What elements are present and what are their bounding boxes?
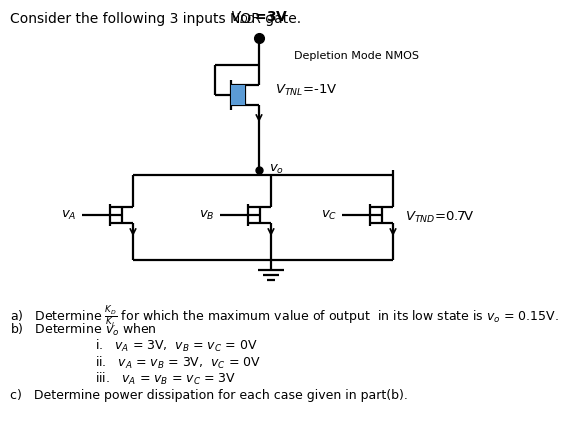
Text: a)   Determine $\frac{K_D}{K_L}$ for which the maximum value of output  in its l: a) Determine $\frac{K_D}{K_L}$ for which… xyxy=(10,304,559,329)
Text: $V_{TND}$=0.7V: $V_{TND}$=0.7V xyxy=(405,210,474,224)
Text: ii.   $v_A$ = $v_B$ = 3V,  $v_C$ = 0V: ii. $v_A$ = $v_B$ = 3V, $v_C$ = 0V xyxy=(95,355,261,371)
Text: $V_{TNL}$=-1V: $V_{TNL}$=-1V xyxy=(275,82,337,98)
Text: i.   $v_A$ = 3V,  $v_B$ = $v_C$ = 0V: i. $v_A$ = 3V, $v_B$ = $v_C$ = 0V xyxy=(95,338,257,354)
Text: $v_A$: $v_A$ xyxy=(61,208,77,221)
Text: $v_C$: $v_C$ xyxy=(321,208,337,221)
Text: iii.   $v_A$ = $v_B$ = $v_C$ = 3V: iii. $v_A$ = $v_B$ = $v_C$ = 3V xyxy=(95,371,236,387)
Text: $v_B$: $v_B$ xyxy=(199,208,215,221)
Bar xyxy=(231,85,245,105)
Text: $v_o$: $v_o$ xyxy=(269,162,284,175)
Text: Consider the following 3 inputs NOR gate.: Consider the following 3 inputs NOR gate… xyxy=(10,12,301,26)
Text: Depletion Mode NMOS: Depletion Mode NMOS xyxy=(294,51,419,61)
Text: c)   Determine power dissipation for each case given in part(b).: c) Determine power dissipation for each … xyxy=(10,389,408,402)
Text: b)   Determine $v_o$ when: b) Determine $v_o$ when xyxy=(10,322,157,338)
Text: $V_{DD}$=3V: $V_{DD}$=3V xyxy=(230,10,288,26)
